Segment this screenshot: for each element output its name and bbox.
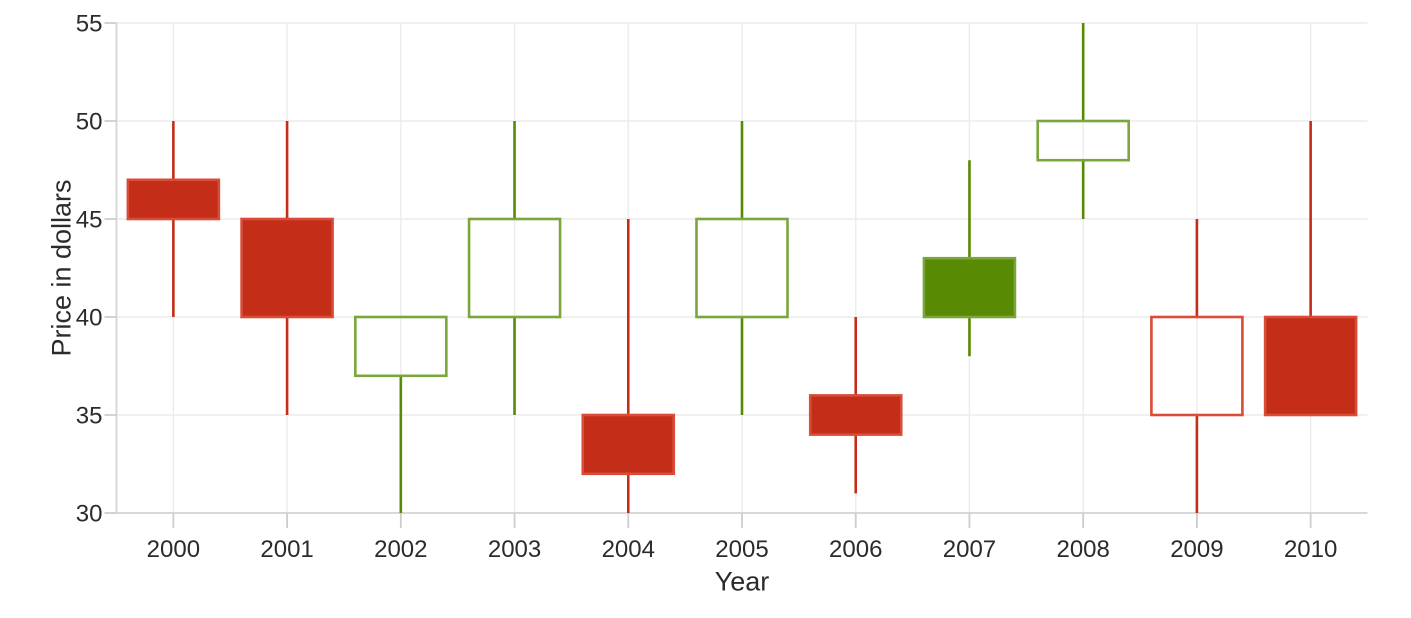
y-tick-label: 40: [76, 304, 103, 331]
candle-body-2006: [808, 394, 903, 436]
y-tick-label: 55: [76, 10, 103, 37]
x-axis-title: Year: [714, 566, 770, 597]
y-tick-label: 50: [76, 108, 103, 135]
x-tick-label: 2007: [943, 536, 996, 563]
candle-body-2005: [695, 217, 789, 319]
candle-body-2009: [1150, 315, 1244, 417]
y-tick-label: 35: [76, 402, 103, 429]
candle-body-2007: [922, 256, 1017, 319]
x-tick-label: 2000: [147, 536, 200, 563]
candle-body-2008: [1036, 119, 1130, 162]
x-tick-label: 2005: [715, 536, 768, 563]
y-tick-label: 30: [76, 500, 103, 527]
candle-body-2003: [467, 217, 562, 319]
candle-body-2000: [126, 178, 221, 221]
x-tick-label: 2009: [1170, 536, 1223, 563]
candle-body-2004: [581, 413, 676, 476]
candle-body-2001: [240, 217, 334, 319]
x-tick-label: 2008: [1056, 536, 1109, 563]
x-tick-label: 2003: [488, 536, 541, 563]
x-tick-label: 2010: [1284, 536, 1337, 563]
x-tick-label: 2001: [260, 536, 313, 563]
candle-body-2002: [354, 315, 448, 378]
y-axis-title: Price in dollars: [46, 179, 77, 357]
candle-body-2010: [1263, 315, 1358, 417]
x-tick-label: 2006: [829, 536, 882, 563]
x-tick-label: 2002: [374, 536, 427, 563]
y-tick-label: 45: [76, 206, 103, 233]
x-tick-label: 2004: [602, 536, 655, 563]
